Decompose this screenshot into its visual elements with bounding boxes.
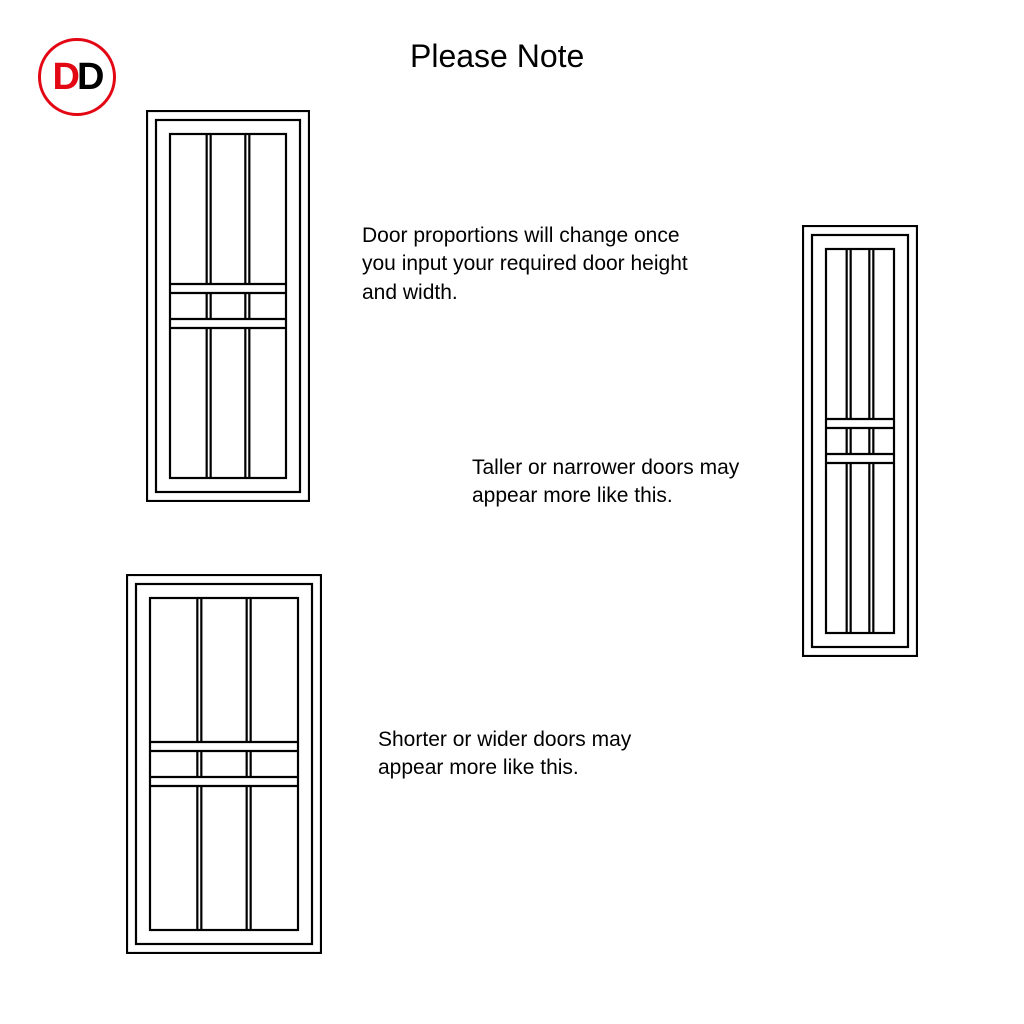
logo-letter-d-black: D <box>77 56 101 99</box>
caption-tall-narrow: Taller or narrower doors may appear more… <box>472 454 782 511</box>
door-standard-diagram <box>146 110 310 502</box>
caption-standard: Door proportions will change once you in… <box>362 222 692 307</box>
door-tall-narrow-diagram <box>802 225 918 657</box>
brand-logo: DD <box>38 38 116 116</box>
page-title: Please Note <box>410 38 584 75</box>
infographic-canvas: DD Please Note Door proportions will cha… <box>0 0 1024 1024</box>
logo-letter-d-red: D <box>53 56 77 99</box>
door-short-wide-diagram <box>126 574 322 954</box>
caption-short-wide: Shorter or wider doors may appear more l… <box>378 726 698 783</box>
